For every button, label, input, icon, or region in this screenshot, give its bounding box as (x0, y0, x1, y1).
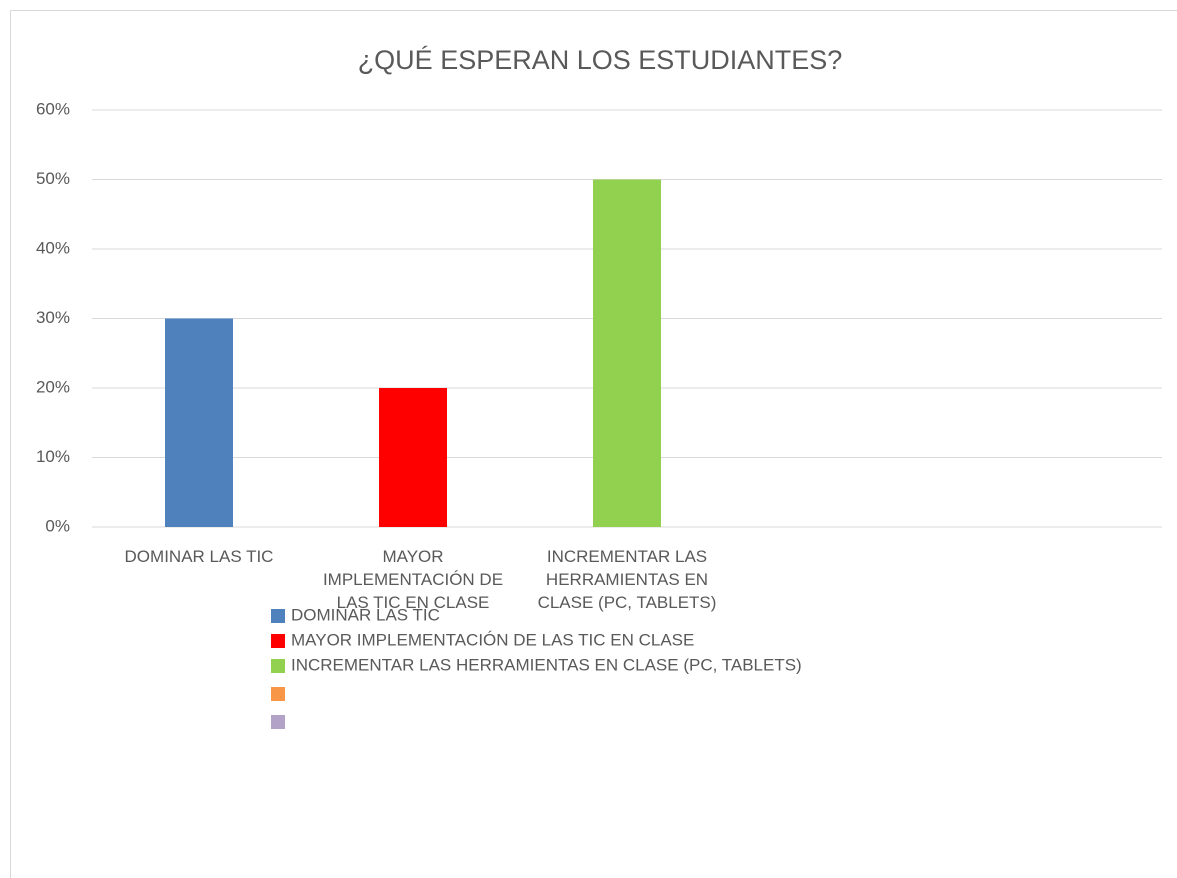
y-tick-label: 60% (36, 99, 70, 118)
legend-swatch (271, 687, 285, 701)
x-tick-label: MAYOR IMPLEMENTACIÓN DE LAS TIC EN CLASE (323, 547, 503, 612)
chart-title: ¿QUÉ ESPERAN LOS ESTUDIANTES? (358, 45, 843, 75)
y-tick-label: 50% (36, 169, 70, 188)
y-tick-label: 10% (36, 447, 70, 466)
x-tick-label: INCREMENTAR LAS HERRAMIENTAS EN CLASE (PC,… (538, 547, 717, 612)
bar (165, 318, 233, 527)
y-tick-label: 30% (36, 308, 70, 327)
bar (379, 388, 447, 527)
x-tick-label: DOMINAR LAS TIC (125, 547, 274, 566)
legend-label: MAYOR IMPLEMENTACIÓN DE LAS TIC EN CLASE (291, 630, 694, 649)
y-tick-label: 40% (36, 238, 70, 257)
legend-swatch (271, 715, 285, 729)
y-tick-label: 0% (45, 516, 70, 535)
legend-swatch (271, 609, 285, 623)
legend-swatch (271, 634, 285, 648)
bar (593, 179, 661, 527)
legend-swatch (271, 659, 285, 673)
legend-label: INCREMENTAR LAS HERRAMIENTAS EN CLASE (P… (291, 655, 802, 674)
legend-label: DOMINAR LAS TIC (291, 605, 440, 624)
y-tick-label: 20% (36, 377, 70, 396)
